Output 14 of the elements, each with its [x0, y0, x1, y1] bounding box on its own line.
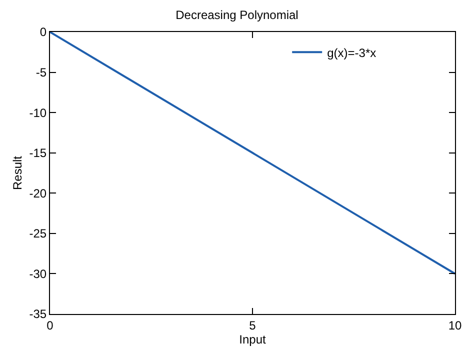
- y-tick-label: -15: [29, 146, 47, 160]
- x-tick-label: 10: [448, 318, 462, 332]
- y-tick-label: -25: [29, 226, 47, 241]
- y-tick-label: -20: [29, 186, 47, 200]
- y-tick-label: -35: [29, 307, 47, 322]
- y-axis-title: Result: [10, 155, 25, 190]
- legend-label: g(x)=-3*x: [327, 46, 376, 60]
- y-tick-label: -5: [36, 65, 47, 80]
- y-tick-label: -10: [29, 106, 47, 120]
- y-tick-label: -30: [29, 266, 47, 281]
- y-tick-label: 0: [40, 25, 47, 40]
- x-axis-title: Input: [239, 332, 267, 346]
- chart-title: Decreasing Polynomial: [176, 8, 298, 22]
- x-tick-label: 5: [249, 318, 256, 332]
